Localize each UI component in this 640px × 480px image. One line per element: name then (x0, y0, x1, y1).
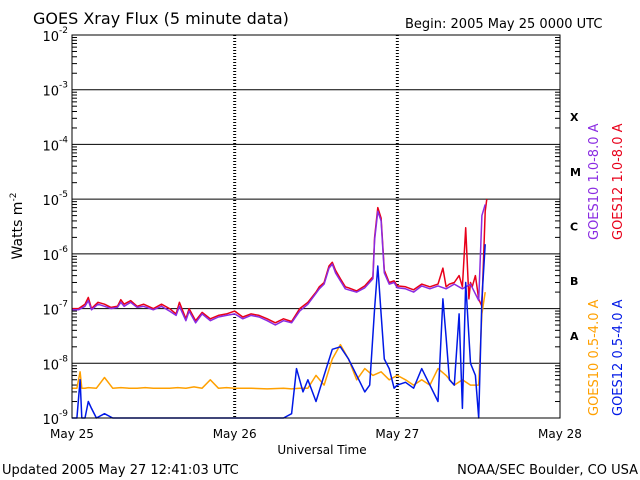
y-tick-labels: 10-2 10-3 10-4 10-5 10-6 10-7 10-8 10-9 (42, 26, 68, 428)
y-tick-label: 10-2 (42, 26, 68, 45)
chart-title: GOES Xray Flux (5 minute data) (33, 9, 289, 28)
y-tick-label: 10-4 (42, 135, 68, 154)
legend-entry: GOES12 1.0-8.0 A (611, 123, 626, 240)
x-tick-label: May 27 (375, 427, 419, 441)
legend-entry: GOES10 0.5-4.0 A (587, 299, 602, 416)
y-tick-label: 10-3 (42, 81, 68, 100)
flare-class-label: B (570, 275, 578, 288)
credit-label: NOAA/SEC Boulder, CO USA (457, 463, 638, 478)
updated-label: Updated 2005 May 27 12:41:03 UTC (2, 463, 239, 478)
y-axis-label: Watts m-2 (9, 193, 26, 260)
legend-long-channel: GOES10 1.0-8.0 A GOES12 1.0-8.0 A (587, 123, 626, 240)
legend-short-channel: GOES10 0.5-4.0 A GOES12 0.5-4.0 A (587, 299, 626, 416)
x-tick-label: May 25 (50, 427, 94, 441)
y-tick-label: 10-7 (42, 300, 68, 319)
begin-label: Begin: 2005 May 25 0000 UTC (405, 17, 602, 32)
series-line (72, 199, 488, 324)
series-line (72, 291, 486, 390)
legend-entry: GOES12 0.5-4.0 A (611, 299, 626, 416)
series-line (72, 204, 486, 326)
y-tick-label: 10-5 (42, 190, 68, 209)
y-tick-label: 10-9 (42, 409, 68, 428)
day-markers (233, 35, 399, 418)
flare-class-label: X (570, 111, 579, 124)
y-tick-label: 10-6 (42, 245, 68, 264)
plot-frame (71, 34, 561, 419)
legend-entry: GOES10 1.0-8.0 A (587, 123, 602, 240)
x-tick-labels: May 25 May 26 May 27 May 28 (50, 427, 582, 441)
series-line (72, 244, 486, 419)
flare-class-label: C (570, 221, 578, 234)
flare-class-labels: X M C B A (570, 111, 581, 343)
x-axis-label: Universal Time (277, 443, 366, 457)
x-tick-label: May 26 (213, 427, 257, 441)
y-tick-label: 10-8 (42, 354, 68, 373)
flare-class-label: A (570, 330, 579, 343)
minor-ticks (72, 37, 560, 403)
flare-class-label: M (570, 166, 581, 179)
x-tick-label: May 28 (538, 427, 582, 441)
decade-gridlines (72, 89, 560, 364)
